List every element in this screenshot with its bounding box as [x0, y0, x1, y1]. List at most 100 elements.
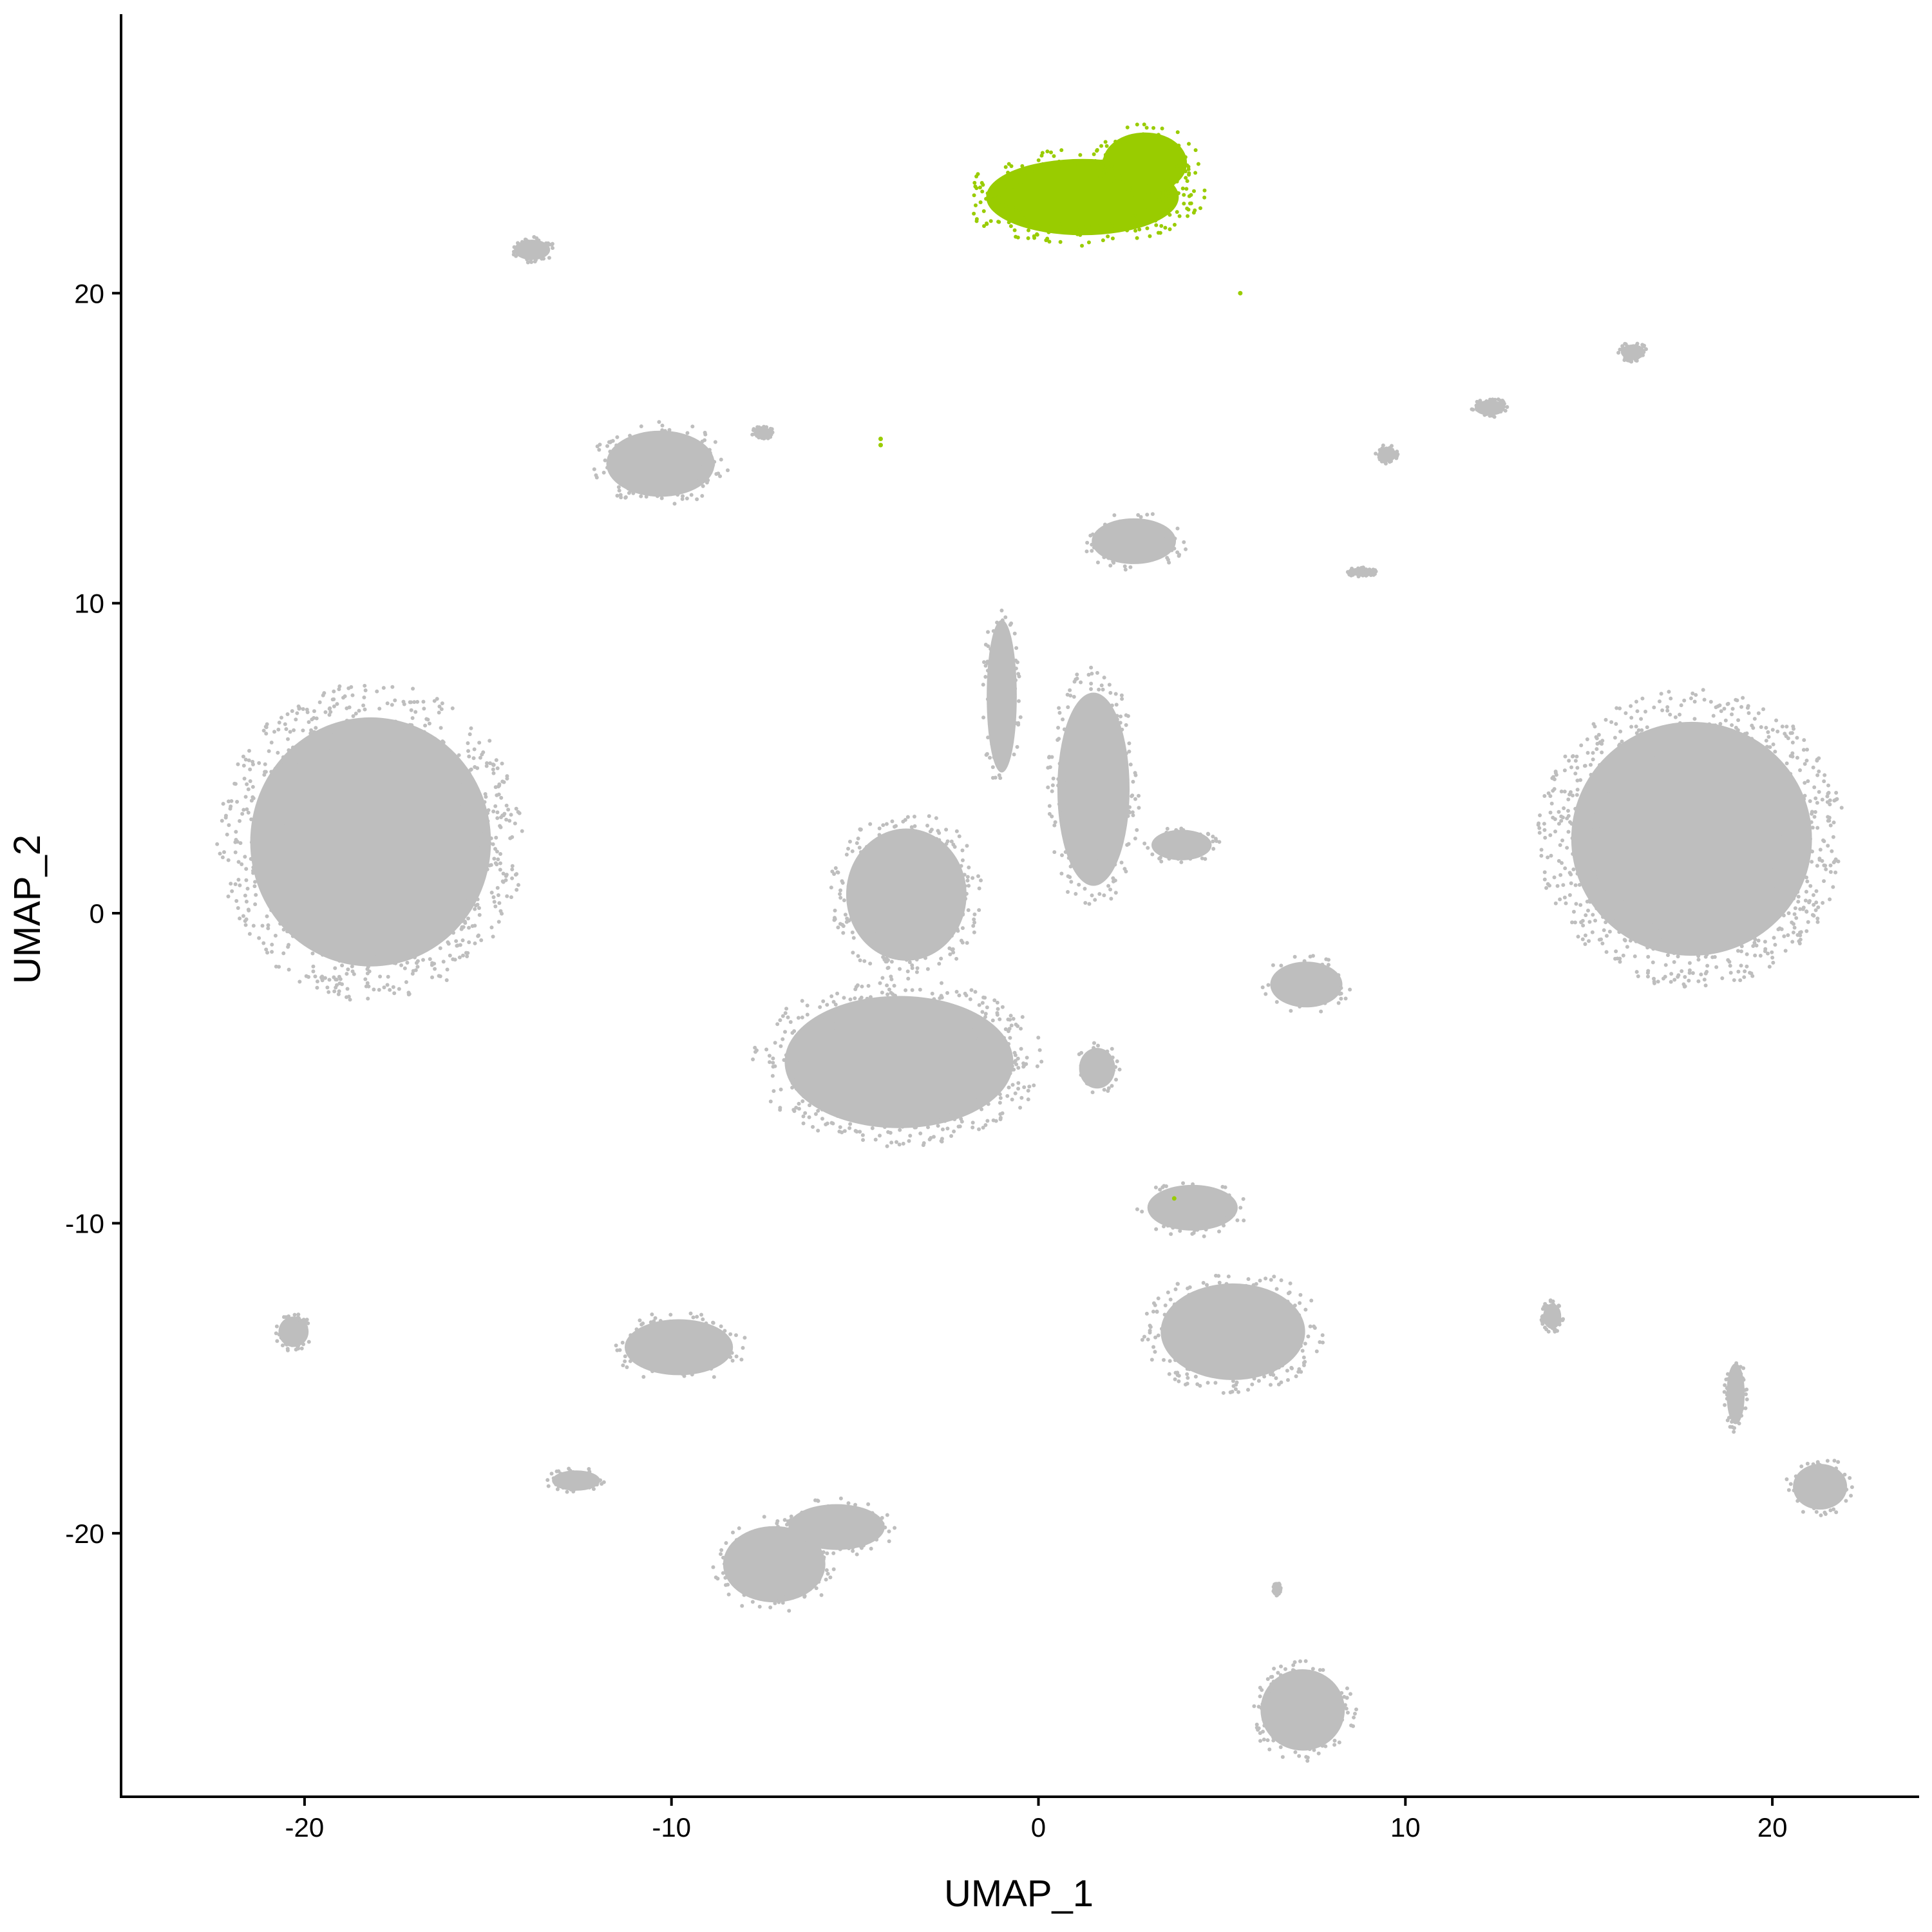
cell-point	[422, 706, 426, 711]
cell-point	[280, 911, 285, 916]
cell-point	[1092, 699, 1097, 704]
cell-point	[1062, 727, 1066, 732]
cell-point	[859, 909, 864, 914]
cell-point	[628, 489, 632, 493]
cell-point	[1809, 820, 1814, 824]
cell-point	[470, 924, 475, 929]
cell-point	[276, 750, 280, 755]
cell-point	[1056, 783, 1061, 788]
cell-point	[603, 458, 607, 462]
cell-point	[922, 1141, 926, 1145]
cell-point	[300, 939, 305, 943]
cell-point	[1565, 846, 1569, 850]
cell-point	[500, 911, 504, 916]
cell-point	[1620, 900, 1624, 904]
cell-point	[1183, 1314, 1188, 1318]
cell-point	[868, 920, 873, 925]
cell-point	[1723, 718, 1728, 723]
cell-point	[946, 1010, 951, 1015]
cell-point	[985, 659, 990, 664]
cell-point	[855, 916, 860, 921]
cell-point	[1018, 715, 1023, 719]
cell-point	[1771, 742, 1776, 746]
cell-point	[1349, 1723, 1354, 1728]
cell-point	[1098, 540, 1103, 544]
cell-point	[716, 471, 721, 476]
cell-point	[813, 1112, 818, 1116]
cell-point	[279, 829, 283, 833]
cell-point	[1739, 1372, 1743, 1376]
cell-point	[1567, 759, 1571, 763]
cell-point	[998, 1092, 1002, 1097]
cell-point	[1741, 744, 1745, 749]
cell-point	[895, 1006, 900, 1010]
cell-point	[1144, 1311, 1149, 1316]
cell-point	[1102, 170, 1106, 175]
cell-point	[428, 957, 432, 961]
cell-point	[1604, 950, 1609, 954]
cell-point	[639, 494, 643, 498]
cell-point	[880, 990, 884, 995]
cell-point	[511, 249, 516, 254]
cell-point	[1164, 200, 1169, 204]
cell-point	[1604, 795, 1609, 800]
cell-point	[551, 1476, 556, 1481]
cell-point	[1683, 984, 1687, 989]
cell-point	[450, 706, 455, 710]
cell-point	[314, 726, 318, 730]
cell-point	[1756, 711, 1761, 715]
cell-point	[1573, 772, 1578, 776]
cell-point	[695, 497, 699, 502]
cell-point	[971, 1121, 975, 1125]
cell-point	[1000, 1045, 1005, 1049]
cell-point	[956, 895, 961, 899]
cell-point	[803, 1111, 808, 1115]
cell-point	[1088, 533, 1093, 538]
cell-point	[909, 1001, 914, 1006]
x-tick-label: -10	[652, 1812, 691, 1842]
cell-point	[981, 715, 986, 720]
cell-point	[1167, 857, 1171, 861]
cell-point	[467, 925, 471, 930]
cell-point	[1106, 1078, 1110, 1083]
cell-point	[1037, 1048, 1042, 1052]
cell-point	[1154, 843, 1159, 848]
cell-point	[930, 991, 934, 996]
cell-point	[495, 849, 499, 854]
cell-point	[987, 693, 992, 697]
cell-point	[912, 814, 916, 819]
cell-point	[1061, 777, 1065, 781]
cell-point	[1735, 698, 1739, 703]
cell-point	[1259, 1370, 1264, 1374]
cell-point	[857, 887, 861, 892]
cell-point	[397, 934, 401, 939]
cell-point	[1057, 710, 1062, 715]
cell-point	[1090, 542, 1094, 547]
cell-point	[903, 818, 907, 822]
cell-point	[1588, 762, 1593, 767]
cell-point	[1014, 678, 1018, 683]
cell-point	[1680, 969, 1684, 973]
cell-point	[505, 894, 509, 898]
cell-point	[742, 1593, 746, 1597]
cell-point	[1007, 649, 1011, 653]
cell-point	[1302, 959, 1307, 963]
cell-point	[1065, 760, 1070, 764]
cell-point	[1074, 892, 1078, 896]
cell-point	[304, 1327, 308, 1331]
cell-point	[489, 925, 494, 930]
cell-point	[1046, 785, 1050, 790]
cell-point	[1595, 878, 1599, 883]
cell-point	[673, 1368, 677, 1373]
cell-point	[1196, 162, 1200, 166]
cell-point	[1810, 826, 1815, 830]
cell-point	[1475, 406, 1479, 410]
cell-point	[251, 784, 255, 789]
cell-point	[904, 988, 908, 992]
cell-point	[1751, 726, 1756, 730]
cell-point	[1089, 687, 1094, 691]
cell-point	[762, 1515, 766, 1519]
cell-point	[794, 1086, 799, 1091]
cell-point	[1278, 1586, 1283, 1590]
cell-point	[234, 829, 238, 834]
